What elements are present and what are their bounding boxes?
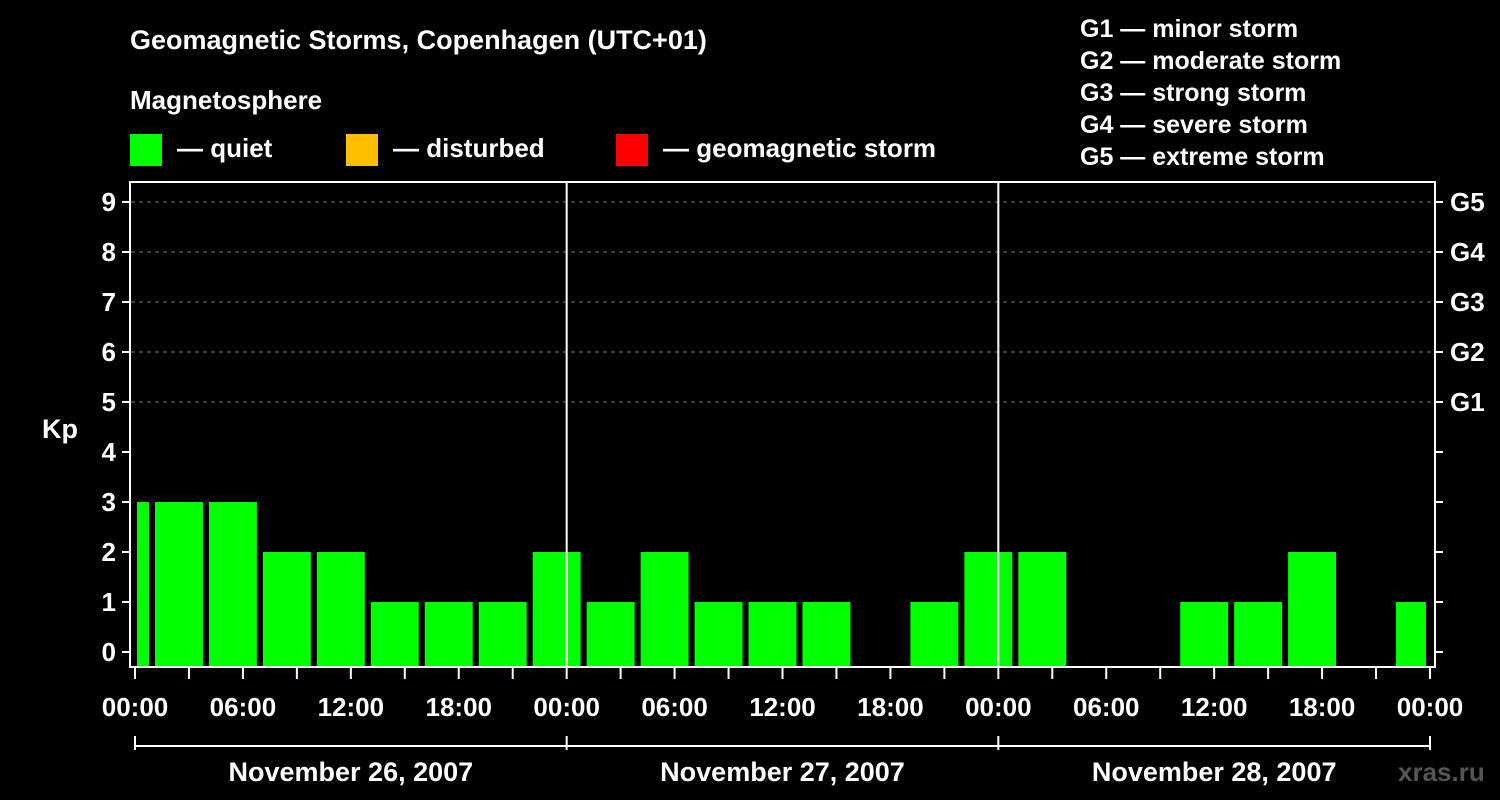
y-tick-label: 0	[102, 637, 116, 667]
kp-bar	[370, 602, 419, 667]
storm-scale-g3: G3 — strong storm	[1080, 79, 1306, 107]
legend-disturbed: — disturbed	[346, 133, 545, 166]
kp-bar	[154, 502, 203, 667]
chart-title: Geomagnetic Storms, Copenhagen (UTC+01)	[130, 25, 707, 55]
y-tick-label: 1	[102, 587, 116, 617]
day-dividers	[565, 182, 1000, 667]
kp-bar	[802, 602, 851, 667]
y-tick-label: 4	[102, 437, 117, 467]
legend-label-disturbed: — disturbed	[393, 133, 545, 163]
x-tick-label: 06:00	[641, 692, 708, 722]
right-axis-ticks: G5 G4 G3 G2 G1	[1435, 187, 1485, 653]
y-tick-label: 8	[102, 237, 116, 267]
kp-bar	[1180, 602, 1229, 667]
right-axis-label: G5	[1450, 187, 1485, 217]
x-tick-label: 00:00	[1397, 692, 1464, 722]
storm-scale-g4: G4 — severe storm	[1080, 111, 1308, 139]
legend-quiet: — quiet	[130, 133, 273, 166]
kp-bar	[262, 552, 311, 667]
kp-bar	[748, 602, 797, 667]
x-tick-label: 12:00	[749, 692, 816, 722]
y-tick-label: 7	[102, 287, 116, 317]
legend-geomagnetic-storm: — geomagnetic storm	[616, 133, 936, 166]
day-label: November 28, 2007	[1092, 757, 1337, 787]
x-tick-label: 12:00	[318, 692, 385, 722]
storm-scale-g5: G5 — extreme storm	[1080, 143, 1325, 171]
x-tick-label: 18:00	[857, 692, 924, 722]
kp-bar	[910, 602, 959, 667]
y-tick-label: 6	[102, 337, 116, 367]
storm-scale-g1: G1 — minor storm	[1080, 15, 1298, 43]
x-tick-label: 18:00	[1289, 692, 1356, 722]
legend-swatch-storm	[616, 134, 648, 166]
x-tick-label: 00:00	[102, 692, 169, 722]
kp-bar	[208, 502, 257, 667]
bars	[137, 502, 1426, 667]
kp-bar	[1018, 552, 1067, 667]
legend-swatch-disturbed	[346, 134, 378, 166]
kp-bar	[316, 552, 365, 667]
legend-label-storm: — geomagnetic storm	[663, 133, 936, 163]
right-axis-label: G3	[1450, 287, 1485, 317]
x-tick-label: 18:00	[426, 692, 493, 722]
kp-bar	[694, 602, 743, 667]
storm-scale-legend: G1 — minor storm G2 — moderate storm G3 …	[1080, 15, 1341, 171]
right-axis-label: G2	[1450, 337, 1485, 367]
kp-bar	[424, 602, 473, 667]
y-axis-ticks: 0 1 2 3 4 5 6 7 8 9	[102, 187, 130, 667]
y-tick-label: 3	[102, 487, 116, 517]
kp-bar	[137, 502, 149, 667]
y-tick-label: 9	[102, 187, 116, 217]
y-tick-label: 5	[102, 387, 116, 417]
kp-bar	[1396, 602, 1426, 667]
x-tick-label: 12:00	[1181, 692, 1248, 722]
day-bracket: November 26, 2007 November 27, 2007 Novemb…	[134, 736, 1431, 787]
y-tick-label: 2	[102, 537, 116, 567]
kp-bar	[964, 552, 1013, 667]
kp-bar	[532, 552, 581, 667]
watermark: xras.ru	[1398, 757, 1485, 787]
kp-bar	[586, 602, 635, 667]
kp-bar	[1234, 602, 1283, 667]
day-label: November 27, 2007	[660, 757, 905, 787]
right-axis-label: G1	[1450, 387, 1485, 417]
x-tick-label: 00:00	[965, 692, 1032, 722]
day-label: November 26, 2007	[229, 757, 474, 787]
storm-scale-g2: G2 — moderate storm	[1080, 47, 1341, 75]
x-tick-label: 06:00	[210, 692, 277, 722]
x-axis-ticks: 00:00 06:00 12:00 18:00 00:00 06:00 12:00 18:00…	[102, 667, 1464, 722]
legend-label-quiet: — quiet	[177, 133, 273, 163]
kp-bar	[1288, 552, 1337, 667]
x-tick-label: 00:00	[533, 692, 600, 722]
kp-bar	[478, 602, 527, 667]
right-axis-label: G4	[1450, 237, 1485, 267]
y-axis-label: Kp	[42, 414, 78, 444]
legend-swatch-quiet	[130, 134, 162, 166]
legend-title: Magnetosphere	[130, 85, 322, 115]
grid-lines	[131, 201, 1434, 403]
x-tick-label: 06:00	[1073, 692, 1140, 722]
kp-bar	[640, 552, 689, 667]
